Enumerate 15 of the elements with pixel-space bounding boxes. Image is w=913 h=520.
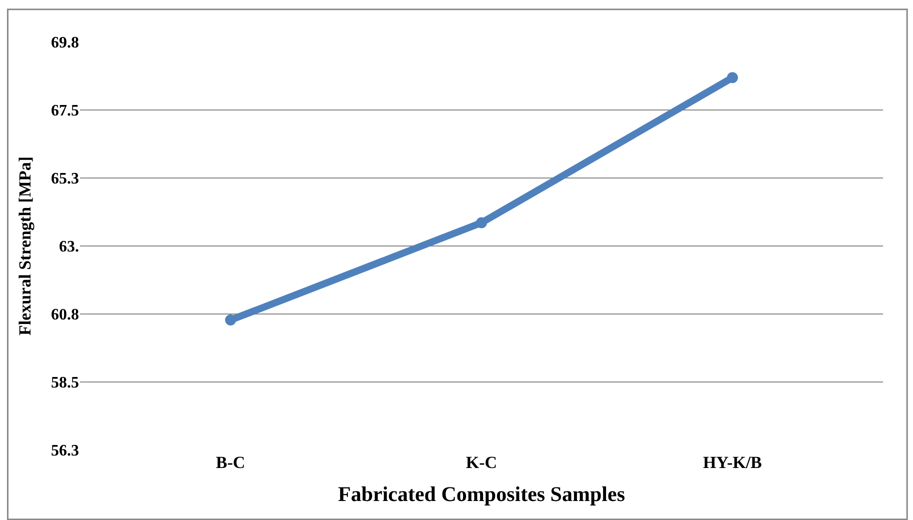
point bbox=[225, 314, 236, 326]
x-tick-label: B-C bbox=[216, 453, 246, 472]
y-tick-label: 67.5 bbox=[51, 102, 79, 120]
y-tick-label: 60.8 bbox=[51, 306, 79, 324]
x-axis-title: Fabricated Composites Samples bbox=[338, 482, 625, 506]
point bbox=[726, 72, 738, 84]
y-axis-title: Flexural Strength [MPa] bbox=[16, 156, 35, 336]
x-tick-label: HY-K/B bbox=[702, 453, 762, 472]
y-tick-label: 63. bbox=[59, 238, 79, 256]
y-tick-label: 65.3 bbox=[51, 170, 79, 188]
point bbox=[476, 217, 487, 228]
y-tick-label: 58.5 bbox=[51, 374, 79, 392]
y-tick-label: 56.3 bbox=[51, 442, 79, 460]
y-tick-label: 69.8 bbox=[51, 34, 79, 52]
x-tick-label: K-C bbox=[466, 453, 498, 472]
